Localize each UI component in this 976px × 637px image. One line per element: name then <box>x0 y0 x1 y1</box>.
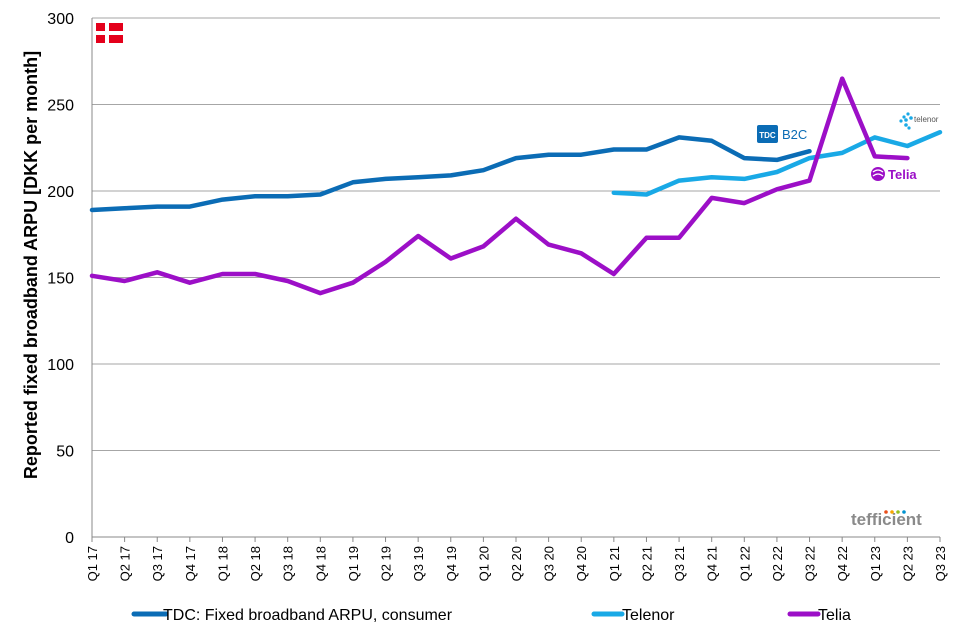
x-tick-label: Q4 18 <box>313 546 328 581</box>
x-tick-label: Q3 20 <box>542 546 557 581</box>
y-axis-label: Reported fixed broadband ARPU [DKK per m… <box>21 51 41 479</box>
legend: TDC: Fixed broadband ARPU, consumer Tele… <box>131 607 851 624</box>
legend-item-telia: Telia <box>787 607 851 624</box>
x-tick-label: Q3 23 <box>933 546 948 581</box>
y-tick-label: 0 <box>65 530 74 547</box>
x-tick-label: Q3 22 <box>803 546 818 581</box>
x-tick-label: Q4 21 <box>705 546 720 581</box>
y-tick-label: 250 <box>47 98 74 115</box>
x-tick-label: Q4 22 <box>835 546 850 581</box>
x-tick-label: Q2 23 <box>900 546 915 581</box>
telia-logo: Telia <box>871 167 917 182</box>
x-tick-label: Q4 17 <box>183 546 198 581</box>
series-lines <box>89 76 943 296</box>
x-tick-label: Q1 22 <box>737 546 752 581</box>
legend-label-telenor: Telenor <box>622 607 675 624</box>
legend-label-tdc: TDC: Fixed broadband ARPU, consumer <box>163 607 453 624</box>
y-tick-label: 200 <box>47 184 74 201</box>
x-tick-label: Q2 19 <box>379 546 394 581</box>
x-tick-label: Q3 21 <box>672 546 687 581</box>
x-tick-label: Q1 19 <box>346 546 361 581</box>
x-tick-label: Q3 17 <box>150 546 165 581</box>
x-tick-label: Q1 17 <box>85 546 100 581</box>
x-tick-label: Q2 18 <box>248 546 263 581</box>
telenor-logo-text: telenor <box>914 115 939 124</box>
tefficient-watermark: tefficient <box>851 510 922 529</box>
y-axis-ticks: 0 50 100 150 200 250 300 <box>47 11 74 547</box>
x-tick-label: Q3 19 <box>411 546 426 581</box>
x-tick-label: Q4 20 <box>574 546 589 581</box>
x-tick-label: Q2 17 <box>118 546 133 581</box>
tdc-logo: TDC <box>757 125 778 143</box>
x-tick-label: Q3 18 <box>281 546 296 581</box>
x-tick-label: Q1 21 <box>607 546 622 581</box>
x-tick-label: Q1 20 <box>476 546 491 581</box>
series-line-telia <box>89 76 910 296</box>
telenor-logo: telenor <box>899 112 939 130</box>
tdc-logo-text: TDC <box>759 131 776 140</box>
legend-label-telia: Telia <box>818 607 851 624</box>
series-line-telenor <box>611 129 943 197</box>
x-tick-label: Q2 22 <box>770 546 785 581</box>
x-tick-label: Q4 19 <box>444 546 459 581</box>
y-tick-label: 50 <box>56 444 74 461</box>
series-line-tdc <box>89 135 812 213</box>
gridlines <box>91 17 940 538</box>
x-tick-label: Q2 21 <box>639 546 654 581</box>
legend-item-tdc: TDC: Fixed broadband ARPU, consumer <box>131 607 453 624</box>
x-tick-label: Q1 23 <box>868 546 883 581</box>
legend-item-telenor: Telenor <box>591 607 675 624</box>
x-tick-label: Q2 20 <box>509 546 524 581</box>
y-tick-label: 300 <box>47 11 74 28</box>
telia-logo-text: Telia <box>888 167 917 182</box>
tdc-b2c-label: B2C <box>782 127 807 142</box>
y-tick-label: 150 <box>47 271 74 288</box>
x-tick-label: Q1 18 <box>215 546 230 581</box>
x-axis-ticks: Q1 17 Q2 17 Q3 17 Q4 17 Q1 18 Q2 18 Q3 18 Q4 18… <box>85 537 948 581</box>
watermark-text: tefficient <box>851 510 922 529</box>
denmark-flag <box>96 23 123 43</box>
y-tick-label: 100 <box>47 357 74 374</box>
